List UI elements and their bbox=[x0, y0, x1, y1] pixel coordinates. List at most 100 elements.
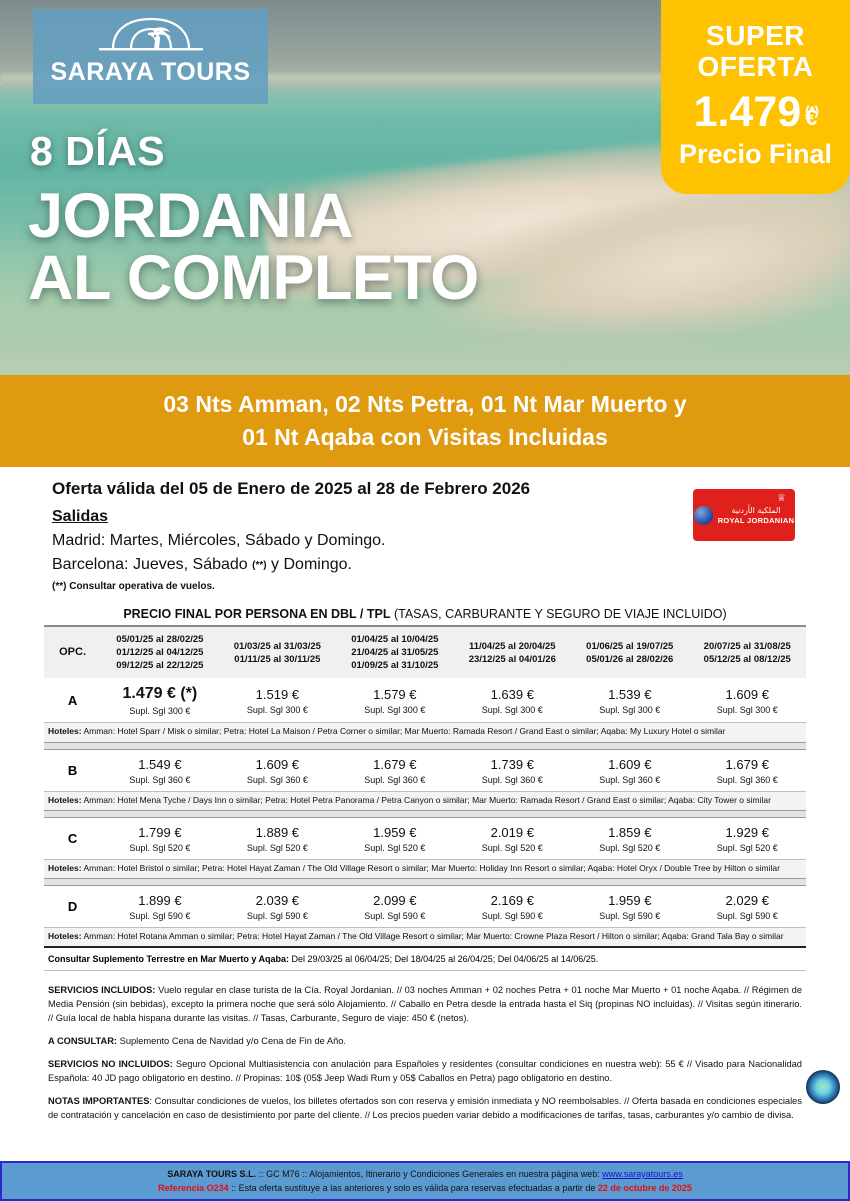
row-separator bbox=[44, 809, 806, 818]
price-value: 1.609 € bbox=[725, 686, 769, 702]
date-range: 01/11/25 al 30/11/25 bbox=[234, 653, 321, 665]
note-text: Vuelo regular en clase turista de la Cía… bbox=[48, 985, 802, 1024]
terrestrial-dates: Del 29/03/25 al 06/04/25; Del 18/04/25 a… bbox=[289, 954, 599, 965]
hero-banner: SARAYA TOURS 8 DÍAS JORDANIA AL COMPLETO… bbox=[0, 0, 850, 375]
price-cell: 1.859 € Supl. Sgl 520 € bbox=[571, 817, 689, 860]
hero-days: 8 DÍAS bbox=[30, 128, 166, 174]
conditions-notes: SERVICIOS INCLUIDOS: Vuelo regular en cl… bbox=[48, 984, 840, 1123]
price-value: 1.799 € bbox=[138, 824, 182, 840]
note-text: Seguro Opcional Multiasistencia con anul… bbox=[48, 1058, 802, 1083]
date-range: 05/01/25 al 28/02/25 bbox=[116, 634, 204, 645]
date-range: 01/04/25 al 10/04/25 bbox=[351, 634, 439, 645]
price-value: 1.959 € bbox=[608, 892, 652, 908]
badge-line2: OFERTA bbox=[697, 51, 814, 83]
price-cell: 1.609 € Supl. Sgl 360 € bbox=[571, 749, 689, 792]
price-cell: 1.799 € Supl. Sgl 520 € bbox=[101, 817, 219, 860]
price-cell: 1.739 € Supl. Sgl 360 € bbox=[453, 749, 572, 792]
price-cell: 2.099 € Supl. Sgl 590 € bbox=[336, 885, 454, 928]
date-range: 09/12/25 al 22/12/25 bbox=[116, 660, 204, 672]
globe-icon bbox=[693, 505, 713, 525]
note-label: SERVICIOS INCLUIDOS: bbox=[48, 985, 156, 996]
departures-barcelona: Barcelona: Jueves, Sábado (**) y Domingo… bbox=[0, 556, 850, 574]
brand-name: SARAYA TOURS bbox=[50, 58, 251, 86]
hero-title: JORDANIA AL COMPLETO bbox=[28, 181, 479, 314]
note-paragraph-3: SERVICIOS NO INCLUIDOS: Seguro Opcional … bbox=[48, 1058, 802, 1086]
single-supplement: Supl. Sgl 520 € bbox=[716, 842, 778, 853]
hotels-label: Hoteles: bbox=[48, 726, 82, 737]
terrestrial-label: Consultar Suplemento Terrestre en Mar Mu… bbox=[48, 954, 290, 965]
single-supplement: Supl. Sgl 520 € bbox=[246, 842, 308, 853]
validity-text: Oferta válida del 05 de Enero de 2025 al… bbox=[52, 479, 531, 498]
price-cell: 1.549 € Supl. Sgl 360 € bbox=[101, 749, 219, 792]
price-cell: 1.519 € Supl. Sgl 300 € bbox=[218, 678, 337, 723]
separator-cell bbox=[44, 741, 806, 750]
price-table: OPC. 05/01/25 al 28/02/25 01/12/25 al 04/1… bbox=[44, 627, 806, 972]
date-range: 01/06/25 al 19/07/25 bbox=[586, 640, 674, 652]
price-cell: 2.169 € Supl. Sgl 590 € bbox=[453, 885, 572, 928]
price-value: 1.859 € bbox=[608, 824, 652, 840]
single-supplement: Supl. Sgl 590 € bbox=[599, 910, 661, 921]
badge-currency: € bbox=[805, 104, 818, 130]
price-value: 1.609 € bbox=[608, 756, 652, 772]
offer-info: Oferta válida del 05 de Enero de 2025 al… bbox=[0, 467, 850, 592]
single-supplement: Supl. Sgl 520 € bbox=[129, 842, 191, 853]
barcelona-post: y Domingo. bbox=[266, 556, 352, 573]
barcelona-footnote-marker: (**) bbox=[252, 560, 267, 571]
hotels-label: Hoteles: bbox=[48, 794, 82, 805]
price-value: 1.739 € bbox=[490, 756, 534, 772]
single-supplement: Supl. Sgl 300 € bbox=[716, 704, 778, 715]
price-row-b: B 1.549 € Supl. Sgl 360 € 1.609 € Supl. Sgl … bbox=[44, 749, 806, 792]
badge-price-row: 1.479 € bbox=[693, 87, 818, 136]
itinerary-line2: 01 Nt Aqaba con Visitas Incluidas bbox=[242, 424, 608, 450]
flights-footnote: (**) Consultar operativa de vuelos. bbox=[52, 581, 215, 592]
price-value: 1.609 € bbox=[255, 756, 300, 772]
single-supplement: Supl. Sgl 590 € bbox=[716, 910, 778, 921]
price-cell: 1.609 € Supl. Sgl 360 € bbox=[218, 749, 337, 792]
hero-title-line1: JORDANIA bbox=[28, 181, 354, 251]
hotels-list: Amman: Hotel Rotana Amman o similar; Pet… bbox=[81, 930, 784, 941]
price-cell: 1.899 € Supl. Sgl 590 € bbox=[101, 885, 219, 928]
brand-logo[interactable]: SARAYA TOURS bbox=[33, 9, 268, 104]
single-supplement: Supl. Sgl 590 € bbox=[364, 910, 426, 921]
footer-line1-mid: :: GC M76 :: Alojamientos, Itinerario y … bbox=[256, 1169, 603, 1179]
price-value: 1.899 € bbox=[138, 892, 182, 908]
note-label: SERVICIOS NO INCLUIDOS: bbox=[48, 1058, 173, 1069]
price-cell: 1.959 € Supl. Sgl 520 € bbox=[336, 817, 454, 860]
hotels-text: Hoteles: Amman: Hotel Sparr / Misk o sim… bbox=[44, 722, 806, 743]
airline-name-arabic: الملكية الأردنية bbox=[731, 505, 781, 515]
row-separator bbox=[44, 741, 806, 750]
airline-name-english: ROYAL JORDANIAN bbox=[717, 515, 795, 525]
airline-name-block: الملكية الأردنية ROYAL JORDANIAN bbox=[718, 506, 795, 525]
header-date-column-2: 01/03/25 al 31/03/25 01/11/25 al 30/11/25 bbox=[218, 627, 337, 679]
footer-website-link[interactable]: www.sarayatours.es bbox=[602, 1169, 683, 1179]
hotels-row-b: Hoteles: Amman: Hotel Mena Tyche / Days … bbox=[44, 790, 806, 811]
badge-price: 1.479 bbox=[693, 87, 802, 136]
super-offer-badge: SUPER OFERTA (*) 1.479 € Precio Final bbox=[661, 0, 850, 194]
price-value: 1.679 € bbox=[725, 756, 769, 772]
hotels-label: Hoteles: bbox=[48, 862, 82, 873]
badge-line1: SUPER bbox=[706, 20, 805, 51]
price-table-header-row: OPC. 05/01/25 al 28/02/25 01/12/25 al 04/1… bbox=[44, 627, 806, 679]
hero-water-shore bbox=[0, 305, 850, 375]
header-opc: OPC. bbox=[44, 627, 102, 679]
footer-line-1: SARAYA TOURS S.L. :: GC M76 :: Alojamien… bbox=[167, 1169, 683, 1179]
price-value: 1.639 € bbox=[490, 686, 534, 702]
single-supplement: Supl. Sgl 300 € bbox=[481, 704, 543, 715]
header-date-column-5: 01/06/25 al 19/07/25 05/01/26 al 28/02/26 bbox=[571, 627, 689, 679]
price-table-title-bold: PRECIO FINAL POR PERSONA EN DBL / TPL bbox=[123, 607, 391, 621]
row-option-label: A bbox=[44, 678, 102, 723]
price-value: 2.019 € bbox=[490, 824, 534, 840]
row-option-label: D bbox=[44, 885, 102, 928]
price-value: 1.959 € bbox=[373, 824, 417, 840]
hero-title-line2: AL COMPLETO bbox=[28, 243, 479, 314]
price-value: 1.549 € bbox=[138, 756, 182, 772]
separator-cell bbox=[44, 809, 806, 818]
price-value: 2.169 € bbox=[490, 892, 534, 908]
price-cell: 1.889 € Supl. Sgl 520 € bbox=[218, 817, 337, 860]
date-range: 01/12/25 al 04/12/25 bbox=[116, 647, 204, 659]
price-value: 2.039 € bbox=[255, 892, 300, 908]
hotels-text: Hoteles: Amman: Hotel Mena Tyche / Days … bbox=[44, 790, 806, 811]
price-row-a: A 1.479 € (*) Supl. Sgl 300 € 1.519 € Supl. … bbox=[44, 678, 806, 723]
barcelona-pre: Barcelona: Jueves, Sábado bbox=[52, 556, 253, 573]
date-range: 20/07/25 al 31/08/25 bbox=[703, 640, 791, 652]
